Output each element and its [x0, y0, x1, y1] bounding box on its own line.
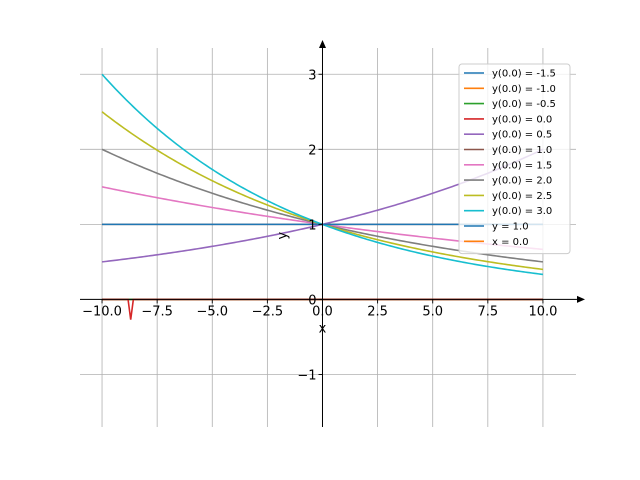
x-tick-label: −10.0 — [82, 304, 122, 319]
y-tick-label: 0 — [308, 293, 316, 308]
x-tick-label: −5.0 — [196, 304, 228, 319]
x-axis-label: x — [319, 321, 327, 336]
legend-box — [458, 63, 571, 255]
legend-entry: y = 1.0 — [492, 222, 529, 233]
legend-entry: y(0.0) = -1.5 — [492, 69, 556, 80]
x-tick-label: 10.0 — [528, 304, 557, 319]
legend: y(0.0) = -1.5 y(0.0) = -1.0 y(0.0) = -0.5 y… — [458, 63, 571, 255]
legend-entry: y(0.0) = 2.0 — [492, 176, 552, 187]
axes — [80, 40, 585, 427]
tick-labels: −10.0 −7.5 −5.0 −2.5 0.0 2.5 5.0 7.5 10.0 −1 0 1 2 3 — [82, 68, 557, 383]
legend-entry: y(0.0) = 1.5 — [492, 160, 552, 171]
y-axis-label: y — [275, 231, 290, 239]
y-tick-label: 2 — [308, 143, 316, 158]
y-tick-label: −1 — [297, 368, 316, 383]
y-tick-label: 3 — [308, 68, 316, 83]
legend-entry: y(0.0) = 0.0 — [492, 114, 552, 125]
x-tick-label: −7.5 — [141, 304, 173, 319]
y-tick-label: 1 — [308, 218, 316, 233]
legend-entry: y(0.0) = 0.5 — [492, 130, 552, 141]
x-tick-label: 5.0 — [422, 304, 443, 319]
x-tick-label: 0.0 — [312, 304, 333, 319]
legend-entry: y(0.0) = 3.0 — [492, 206, 552, 217]
x-axis-arrow — [577, 295, 585, 303]
x-tick-label: −2.5 — [252, 304, 284, 319]
y-axis-arrow — [318, 40, 326, 48]
x-tick-label: 2.5 — [367, 304, 388, 319]
legend-entry: y(0.0) = 2.5 — [492, 191, 552, 202]
x-tick-label: 7.5 — [477, 304, 498, 319]
legend-entry: y(0.0) = -0.5 — [492, 99, 556, 110]
legend-entry: y(0.0) = 1.0 — [492, 145, 552, 156]
legend-entry: y(0.0) = -1.0 — [492, 84, 556, 95]
legend-entry: x = 0.0 — [492, 237, 529, 248]
